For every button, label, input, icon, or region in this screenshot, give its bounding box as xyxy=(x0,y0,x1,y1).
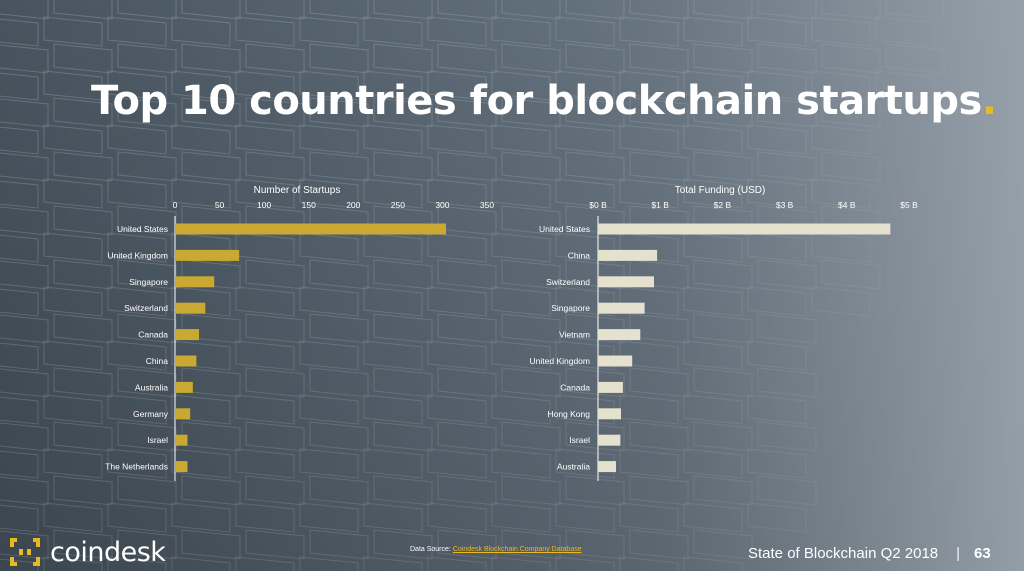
startups-category-label: United Kingdom xyxy=(108,250,168,260)
funding-tick-label: $5 B xyxy=(900,200,918,210)
funding-tick-label: $2 B xyxy=(714,200,732,210)
funding-bar xyxy=(598,276,654,288)
startups-category-label: Switzerland xyxy=(124,303,168,313)
startups-tick-label: 0 xyxy=(173,200,178,210)
funding-bar xyxy=(598,329,641,341)
startups-bar xyxy=(175,355,197,367)
startups-chart-title: Number of Startups xyxy=(254,185,341,196)
title-accent-dot: . xyxy=(981,78,997,124)
startups-tick-label: 200 xyxy=(346,200,360,210)
startups-category-label: Canada xyxy=(138,330,168,340)
page-title-text: Top 10 countries for blockchain startups xyxy=(91,78,982,124)
startups-bar xyxy=(175,461,188,473)
startups-bar xyxy=(175,434,188,446)
startups-bar xyxy=(175,302,206,314)
funding-tick-label: $0 B xyxy=(589,200,607,210)
startups-category-label: China xyxy=(146,356,168,366)
startups-tick-label: 300 xyxy=(435,200,449,210)
startups-category-label: Israel xyxy=(147,435,168,445)
funding-chart: Total Funding (USD) $0 B $1 B $2 B $3 B $4 B $… xyxy=(530,185,918,481)
startups-bar xyxy=(175,408,191,420)
startups-chart: Number of Startups 0 50 100 150 200 250 300 350 U… xyxy=(105,185,494,481)
page-number: 63 xyxy=(974,545,991,562)
startups-category-label: Australia xyxy=(135,382,168,392)
coindesk-logo: coindesk xyxy=(8,536,166,568)
funding-bar xyxy=(598,408,622,420)
funding-category-label: United Kingdom xyxy=(530,356,590,366)
startups-bar xyxy=(175,276,215,288)
report-footer: State of Blockchain Q2 2018 | 63 xyxy=(748,545,991,562)
funding-bar xyxy=(598,381,623,393)
funding-category-label: Vietnam xyxy=(559,330,590,340)
funding-bar xyxy=(598,355,633,367)
funding-bar xyxy=(598,302,645,314)
funding-tick-label: $4 B xyxy=(838,200,856,210)
startups-tick-label: 50 xyxy=(215,200,225,210)
footer-separator: | xyxy=(956,545,961,562)
funding-bar xyxy=(598,434,621,446)
startups-tick-label: 100 xyxy=(257,200,271,210)
funding-category-label: Australia xyxy=(557,462,590,472)
coindesk-logo-text: coindesk xyxy=(50,536,166,568)
funding-category-label: Singapore xyxy=(551,303,590,313)
startups-category-label: The Netherlands xyxy=(105,462,168,472)
funding-category-label: Switzerland xyxy=(546,277,590,287)
funding-chart-title: Total Funding (USD) xyxy=(675,185,766,196)
data-source-link[interactable]: Coindesk Blockchain Company Database xyxy=(452,546,582,553)
startups-bar xyxy=(175,249,240,261)
funding-category-label: Israel xyxy=(569,435,590,445)
startups-tick-label: 150 xyxy=(302,200,316,210)
funding-category-label: Canada xyxy=(560,382,590,392)
startups-bar xyxy=(175,223,446,235)
startups-bar xyxy=(175,381,193,393)
page-title: Top 10 countries for blockchain startups… xyxy=(91,78,997,124)
funding-tick-label: $3 B xyxy=(776,200,794,210)
startups-category-label: United States xyxy=(117,224,168,234)
report-title: State of Blockchain Q2 2018 xyxy=(748,545,939,562)
startups-bar xyxy=(175,329,200,341)
data-source-note: Data Source: Coindesk Blockchain Company… xyxy=(410,546,582,553)
funding-category-label: China xyxy=(568,250,590,260)
data-source-label: Data Source: xyxy=(410,546,451,553)
startups-category-label: Singapore xyxy=(129,277,168,287)
funding-category-label: Hong Kong xyxy=(547,409,590,419)
funding-bar xyxy=(598,223,891,235)
funding-category-label: United States xyxy=(539,224,590,234)
funding-tick-label: $1 B xyxy=(651,200,669,210)
funding-bar xyxy=(598,461,617,473)
funding-bar xyxy=(598,249,658,261)
coindesk-logo-icon xyxy=(10,538,40,566)
startups-category-label: Germany xyxy=(133,409,169,419)
startups-tick-label: 250 xyxy=(391,200,405,210)
startups-tick-label: 350 xyxy=(480,200,494,210)
